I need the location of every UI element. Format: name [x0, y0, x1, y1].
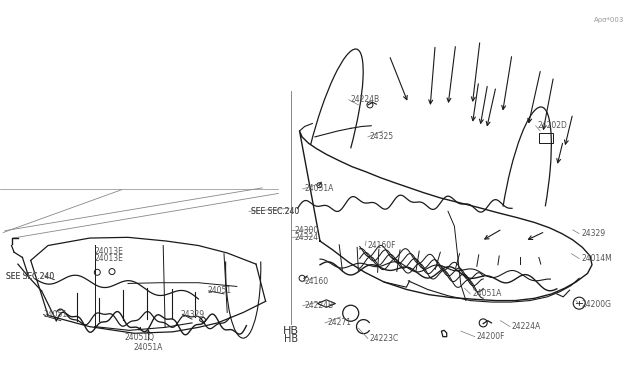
Text: 24224A: 24224A — [512, 322, 541, 331]
Text: 24013E: 24013E — [95, 254, 124, 263]
Text: HB: HB — [283, 326, 300, 336]
Text: 24324: 24324 — [294, 233, 319, 242]
Text: 24325: 24325 — [370, 132, 394, 141]
Text: SEE SEC.240: SEE SEC.240 — [6, 272, 54, 280]
Text: 24200F: 24200F — [477, 332, 506, 341]
Text: 24051A: 24051A — [134, 343, 163, 352]
Text: 24224B: 24224B — [305, 301, 334, 310]
Text: 24051A: 24051A — [305, 185, 334, 193]
Text: 24160F: 24160F — [367, 241, 396, 250]
Text: 24202D: 24202D — [538, 121, 568, 130]
Text: 24051: 24051 — [44, 310, 68, 319]
Text: SEE SEC.240: SEE SEC.240 — [251, 207, 299, 216]
Text: 24271: 24271 — [327, 318, 351, 327]
Text: 24051Q: 24051Q — [125, 333, 154, 341]
Bar — [539, 133, 553, 143]
Text: 24200G: 24200G — [581, 300, 611, 309]
Text: 24329: 24329 — [180, 310, 205, 319]
Text: 24300: 24300 — [294, 226, 319, 235]
Text: 24223C: 24223C — [370, 334, 399, 343]
Text: 24051: 24051 — [207, 286, 232, 295]
Text: 24329: 24329 — [581, 229, 605, 238]
Text: SEE SEC.240: SEE SEC.240 — [251, 207, 299, 216]
Text: 24224B: 24224B — [351, 95, 380, 104]
Text: 24051A: 24051A — [472, 289, 502, 298]
Text: HB: HB — [284, 334, 298, 343]
Text: 24013E: 24013E — [95, 247, 124, 256]
Text: Aρσ*003: Aρσ*003 — [594, 17, 624, 23]
Text: 24014M: 24014M — [581, 254, 612, 263]
Text: 24160: 24160 — [305, 278, 329, 286]
Text: SEE SEC.240: SEE SEC.240 — [6, 272, 54, 280]
